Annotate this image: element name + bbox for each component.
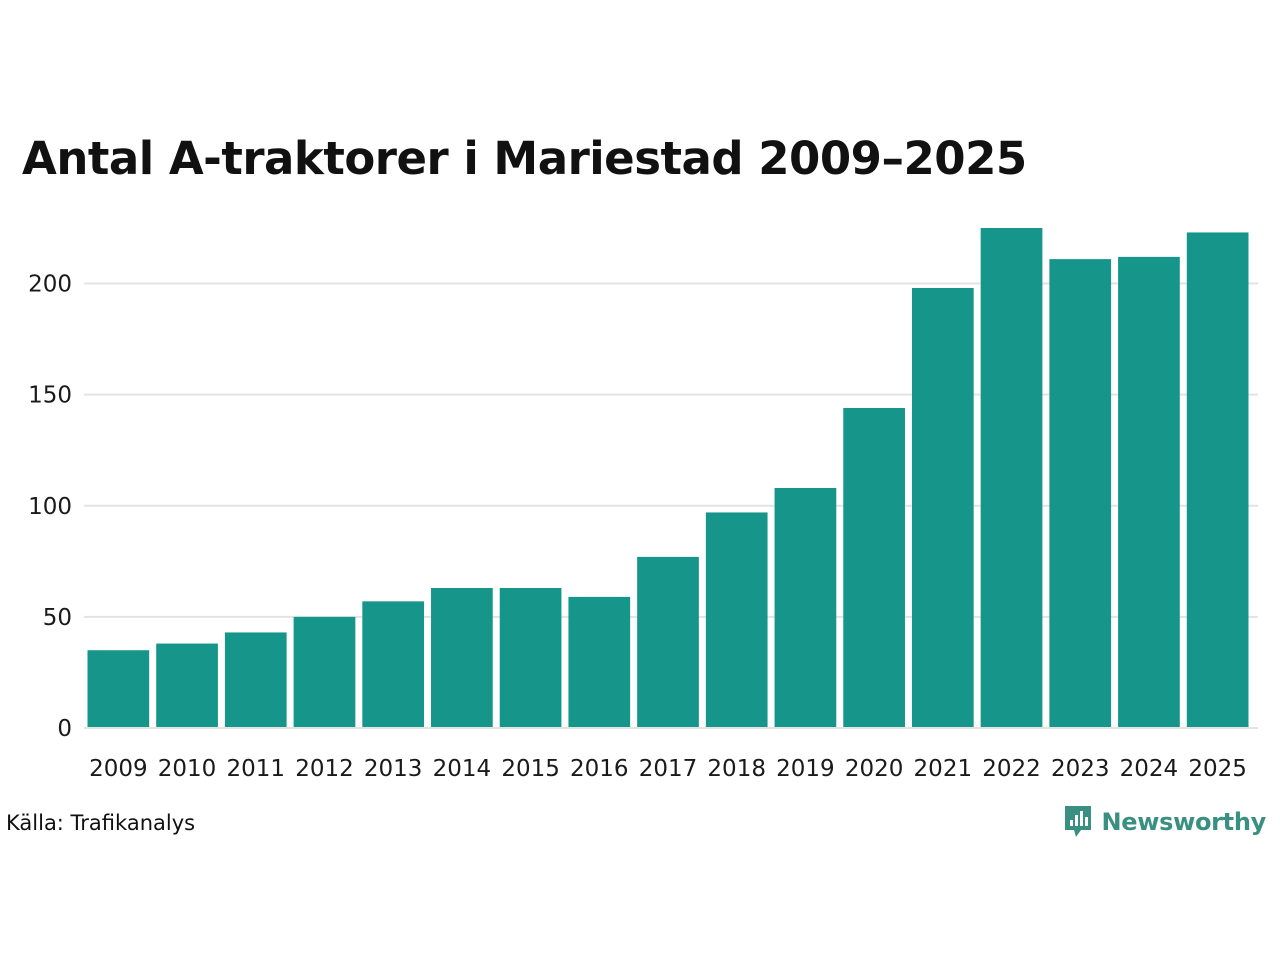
x-tick-label: 2009 bbox=[89, 756, 148, 782]
bar-2023 bbox=[1049, 259, 1111, 728]
bar-2024 bbox=[1118, 257, 1180, 728]
bar-2019 bbox=[775, 488, 837, 728]
bar-2016 bbox=[568, 597, 630, 728]
x-tick-label: 2013 bbox=[364, 756, 423, 782]
x-tick-label: 2015 bbox=[501, 756, 560, 782]
bar-2017 bbox=[637, 557, 699, 728]
x-tick-label: 2025 bbox=[1188, 756, 1247, 782]
brand-name: Newsworthy bbox=[1101, 808, 1266, 836]
x-tick-label: 2021 bbox=[914, 756, 973, 782]
x-tick-label: 2011 bbox=[226, 756, 285, 782]
brand-logo: Newsworthy bbox=[1063, 804, 1266, 840]
bar-chart: 0 50 100 150 200 2009 2010 2011 2012 2013 2014 2015… bbox=[0, 0, 1280, 800]
bar-2022 bbox=[981, 228, 1043, 728]
x-tick-label: 2022 bbox=[982, 756, 1041, 782]
y-tick-label: 200 bbox=[28, 272, 72, 298]
y-tick-label: 50 bbox=[43, 605, 72, 631]
bar-2013 bbox=[362, 601, 424, 728]
x-tick-label: 2018 bbox=[707, 756, 766, 782]
bar-2011 bbox=[225, 632, 287, 728]
x-tick-label: 2019 bbox=[776, 756, 835, 782]
y-tick-label: 100 bbox=[28, 494, 72, 520]
x-tick-label: 2017 bbox=[639, 756, 698, 782]
x-tick-label: 2023 bbox=[1051, 756, 1110, 782]
x-tick-label: 2020 bbox=[845, 756, 904, 782]
x-tick-label: 2010 bbox=[158, 756, 217, 782]
bar-2025 bbox=[1187, 232, 1249, 728]
y-tick-label: 150 bbox=[28, 383, 72, 409]
x-tick-label: 2014 bbox=[433, 756, 492, 782]
source-note: Källa: Trafikanalys bbox=[6, 811, 195, 835]
bar-2012 bbox=[294, 617, 356, 728]
bar-2015 bbox=[500, 588, 562, 728]
x-tick-label: 2012 bbox=[295, 756, 354, 782]
bar-2009 bbox=[88, 650, 150, 728]
bar-2010 bbox=[156, 644, 218, 728]
bar-2018 bbox=[706, 512, 768, 728]
x-tick-label: 2024 bbox=[1120, 756, 1179, 782]
newsworthy-icon bbox=[1063, 804, 1093, 840]
bar-2014 bbox=[431, 588, 493, 728]
x-tick-label: 2016 bbox=[570, 756, 629, 782]
bar-2020 bbox=[843, 408, 905, 728]
bar-2021 bbox=[912, 288, 974, 728]
y-tick-label: 0 bbox=[57, 716, 72, 742]
